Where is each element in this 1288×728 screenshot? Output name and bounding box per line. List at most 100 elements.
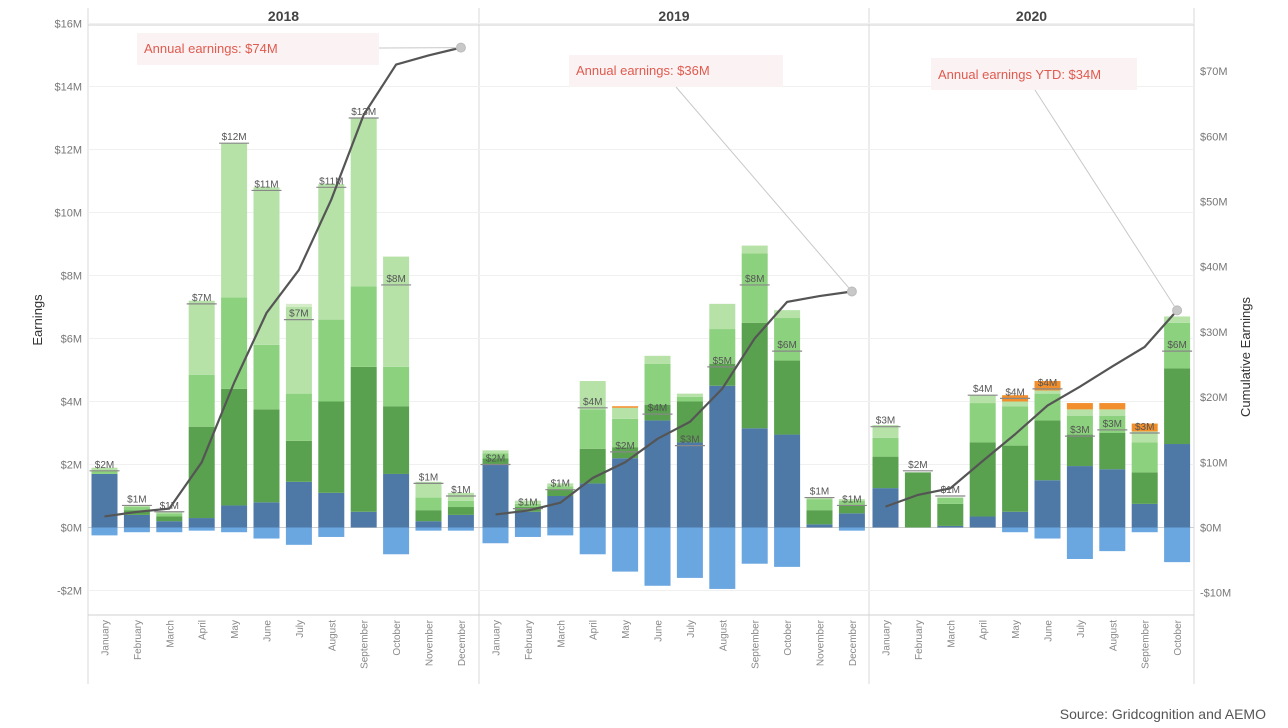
bar-negative	[1164, 527, 1191, 563]
bar-segment	[872, 488, 899, 528]
bar-segment	[579, 483, 606, 528]
data-label: $5M	[713, 356, 732, 367]
bar-segment	[612, 458, 639, 528]
bar-segment	[221, 143, 248, 298]
bar-segment	[514, 500, 541, 504]
y-tick-right: $60M	[1200, 131, 1228, 143]
bar-negative	[1002, 527, 1029, 533]
bar-segment	[383, 473, 410, 528]
month-label: October	[392, 619, 403, 655]
bar-segment	[579, 409, 606, 449]
bar-segment	[1066, 466, 1093, 528]
bar-segment	[644, 404, 671, 421]
bar-segment	[1034, 480, 1061, 528]
month-label: October	[783, 619, 794, 655]
data-label: $2M	[615, 441, 634, 452]
month-label: March	[946, 620, 957, 648]
bar-segment	[644, 420, 671, 528]
bar-segment	[221, 388, 248, 506]
data-label: $4M	[973, 384, 992, 395]
y-tick-left: $14M	[54, 82, 82, 94]
bar-negative	[1034, 527, 1061, 539]
bar-segment	[447, 514, 474, 528]
data-label: $3M	[876, 416, 895, 427]
month-label: July	[1076, 620, 1087, 638]
bar-negative	[318, 527, 345, 537]
bar-segment	[937, 503, 964, 526]
bar-segment	[1099, 415, 1126, 433]
bar-segment	[1034, 390, 1061, 394]
bar-negative	[774, 527, 801, 567]
bar-segment	[350, 118, 377, 287]
month-label: April	[979, 620, 990, 640]
data-label: $7M	[289, 309, 308, 320]
data-label: $3M	[1103, 419, 1122, 430]
bar-segment	[253, 187, 280, 345]
y-tick-right: $0M	[1200, 523, 1221, 535]
bar-negative	[188, 527, 215, 531]
bar-segment	[188, 518, 215, 528]
bar-segment	[221, 297, 248, 389]
month-label: August	[1108, 620, 1119, 651]
bar-segment	[1131, 442, 1158, 473]
bar-negative	[91, 527, 118, 536]
bar-segment	[579, 381, 606, 410]
bar-segment	[350, 286, 377, 367]
bar-segment	[415, 481, 442, 498]
y-axis-title-right: Cumulative Earnings	[1238, 297, 1253, 417]
bar-segment	[123, 505, 150, 508]
month-label: July	[295, 620, 306, 638]
bar-segment	[806, 499, 833, 511]
bar-segment	[285, 307, 312, 394]
bar-segment	[221, 505, 248, 528]
data-label: $1M	[451, 485, 470, 496]
month-label: August	[718, 620, 729, 651]
bar-segment	[838, 505, 865, 514]
bar-segment	[1164, 316, 1191, 323]
bar-segment	[91, 467, 118, 471]
bar-segment	[547, 496, 574, 528]
bar-segment	[156, 511, 183, 514]
bar-segment	[383, 366, 410, 407]
month-label: March	[556, 620, 567, 648]
annotation-text: Annual earnings: $36M	[576, 63, 710, 78]
bar-segment	[1099, 469, 1126, 528]
cumulative-line-2018	[104, 46, 462, 518]
bar-segment	[383, 256, 410, 367]
bar-segment	[1164, 444, 1191, 528]
bar-segment	[1002, 401, 1029, 407]
bar-segment	[612, 418, 639, 448]
y-tick-left: $12M	[54, 145, 82, 157]
month-label: June	[263, 620, 274, 642]
data-label: $8M	[745, 274, 764, 285]
bar-segment	[1131, 503, 1158, 528]
bar-segment	[1164, 368, 1191, 445]
bar-negative	[612, 527, 639, 572]
month-label: December	[848, 619, 859, 666]
bar-segment	[514, 503, 541, 508]
month-label: July	[686, 620, 697, 638]
y-tick-left: $2M	[61, 460, 82, 472]
bar-segment	[1066, 415, 1093, 435]
bar-segment	[1066, 434, 1093, 467]
bar-segment	[806, 497, 833, 500]
month-label: November	[425, 619, 436, 666]
bar-segment	[547, 489, 574, 496]
month-label: May	[1011, 620, 1022, 639]
month-label: November	[816, 619, 827, 666]
annotation-text: Annual earnings: $74M	[144, 41, 278, 56]
bar-segment	[123, 507, 150, 511]
bar-segment	[1066, 409, 1093, 416]
y-tick-right: $50M	[1200, 197, 1228, 209]
bar-segment	[709, 329, 736, 364]
bar-negative	[383, 527, 410, 555]
bar-segment	[937, 525, 964, 528]
bar-segment	[644, 355, 671, 364]
bar-segment	[482, 464, 509, 528]
bar-segment	[709, 385, 736, 528]
data-label: $6M	[777, 340, 796, 351]
panel-title-2018: 2018	[268, 8, 299, 24]
bar-negative	[156, 527, 183, 533]
data-label: $4M	[648, 403, 667, 414]
y-tick-right: $10M	[1200, 457, 1228, 469]
